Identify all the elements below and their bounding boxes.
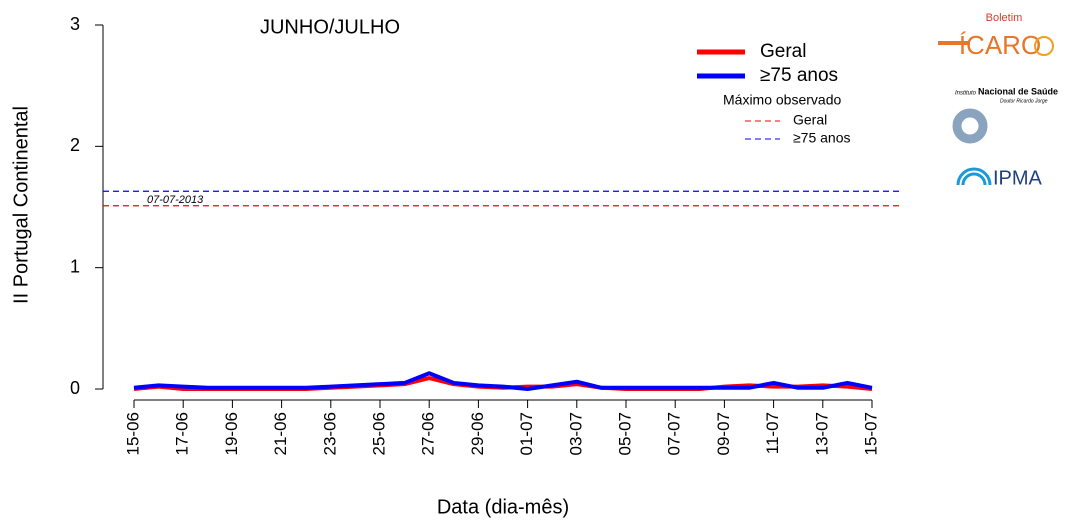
legend-label: Geral <box>793 112 827 128</box>
x-tick-label: 15-07 <box>861 412 880 455</box>
legend-label: Geral <box>760 41 806 62</box>
x-tick-label: 09-07 <box>714 412 733 455</box>
legend-label: ≥75 anos <box>760 65 838 86</box>
y-tick-label: 3 <box>70 14 80 34</box>
series-line <box>133 371 873 391</box>
logo-text: IPMA <box>993 167 1043 189</box>
x-tick-label: 19-06 <box>222 412 241 455</box>
x-tick-label: 23-06 <box>320 412 339 455</box>
x-tick-label: 21-06 <box>271 412 290 455</box>
x-tick-label: 25-06 <box>369 412 388 455</box>
x-tick-label: 03-07 <box>566 412 585 455</box>
x-tick-label: 01-07 <box>517 412 536 455</box>
x-tick-label: 29-06 <box>468 412 487 455</box>
legend-label: ≥75 anos <box>793 130 851 146</box>
x-tick-label: 07-07 <box>665 412 684 455</box>
logo-shape <box>961 172 987 186</box>
logo-shape <box>938 41 970 45</box>
logo-shape <box>1034 36 1054 56</box>
annotation: 07-07-2013 <box>147 194 204 206</box>
logo-text: Instituto <box>955 91 977 97</box>
y-axis-label: II Portugal Continental <box>10 106 32 304</box>
x-tick-label: 27-06 <box>419 412 438 455</box>
logo-text: Nacional de Saúde <box>978 86 1058 96</box>
x-axis-label: Data (dia-mês) <box>437 496 569 518</box>
x-tick-label: 05-07 <box>615 412 634 455</box>
x-tick-label: 11-07 <box>763 412 782 454</box>
y-tick-label: 2 <box>70 135 80 155</box>
y-tick-label: 1 <box>70 256 80 276</box>
logo-text: Doutor Ricardo Jorge <box>1000 98 1048 104</box>
y-tick-label: 0 <box>70 378 80 398</box>
logo-text: Boletim <box>986 12 1023 24</box>
x-tick-label: 15-06 <box>123 412 142 455</box>
logo-shape <box>956 167 992 186</box>
legend-title: Máximo observado <box>723 92 841 108</box>
x-tick-label: 17-06 <box>173 412 192 455</box>
logo-shape <box>952 108 988 144</box>
logo-text: ÍCARO <box>959 30 1041 60</box>
chart-title: JUNHO/JULHO <box>260 16 400 38</box>
x-tick-label: 13-07 <box>812 412 831 455</box>
logos: Boletim ÍCARO Instituto Nacional de Saúd… <box>938 12 1058 189</box>
